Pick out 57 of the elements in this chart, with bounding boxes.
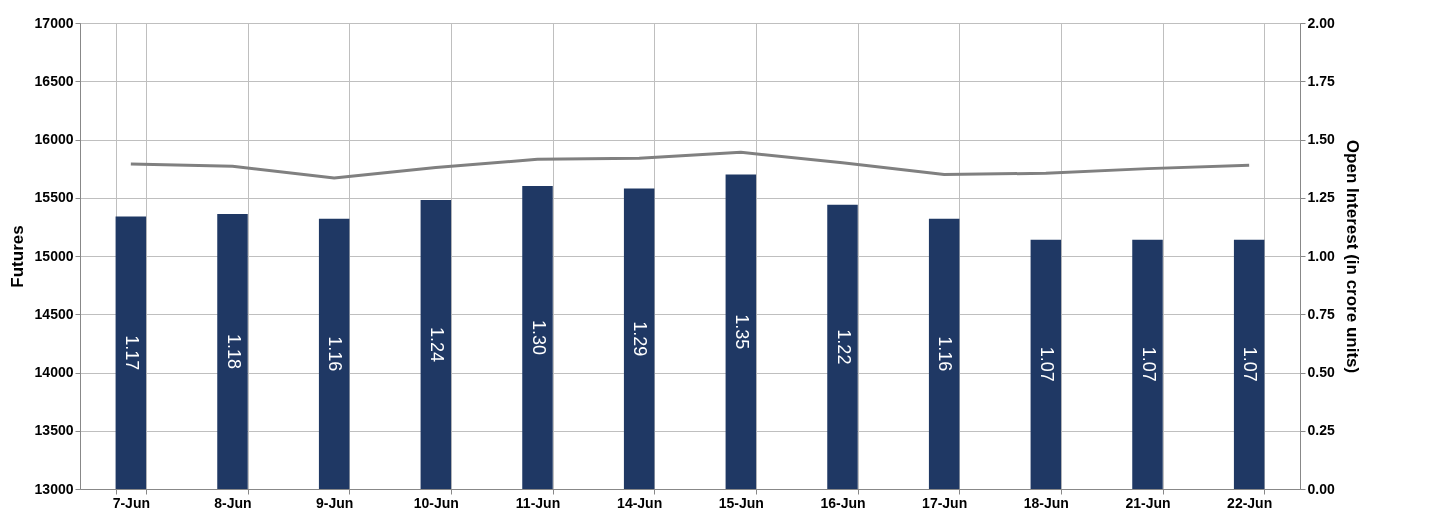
y2-tick-label: 1.25 <box>1307 189 1335 206</box>
y2-tick-label: 1.75 <box>1307 72 1335 89</box>
data-label: 1.22 <box>833 329 854 365</box>
y2-tick-label: 0.00 <box>1307 480 1335 497</box>
y-tick-label: 13500 <box>34 422 74 439</box>
bar <box>623 188 655 489</box>
x-tick-label: 18-Jun <box>1023 494 1069 511</box>
y-tick-label: 15500 <box>34 189 74 206</box>
bar <box>1030 239 1062 489</box>
y2-tick-label: 0.25 <box>1307 422 1335 439</box>
bar <box>928 218 960 489</box>
data-label: 1.24 <box>426 327 447 363</box>
line-series <box>129 150 1251 180</box>
data-label: 1.16 <box>935 336 956 372</box>
x-tick-label: 10-Jun <box>413 494 459 511</box>
x-tick-label: 11-Jun <box>515 494 561 511</box>
y2-tick-label: 1.50 <box>1307 131 1335 147</box>
x-tick-label: 16-Jun <box>820 494 866 511</box>
x-tick-label: 14-Jun <box>617 494 663 511</box>
bar <box>1132 239 1163 489</box>
data-label: 1.07 <box>1036 346 1057 382</box>
data-label: 1.30 <box>528 320 549 356</box>
bar <box>827 204 858 489</box>
x-tick-label: 7-Jun <box>112 494 151 511</box>
x-tick-label: 17-Jun <box>922 494 968 511</box>
data-label: 1.17 <box>121 335 142 371</box>
bar <box>522 186 553 489</box>
x-tick-label: 22-Jun <box>1227 494 1273 511</box>
x-tick-label: 15-Jun <box>718 494 764 511</box>
y-tick-label: 16000 <box>34 131 74 147</box>
y-axis-title: Futures <box>7 225 27 288</box>
y-tick-label: 14500 <box>34 305 74 322</box>
bar <box>725 174 757 489</box>
y-tick-label: 14000 <box>34 364 74 380</box>
x-tick-label: 8-Jun <box>214 494 252 511</box>
data-label: 1.07 <box>1138 346 1159 382</box>
data-label: 1.07 <box>1240 346 1261 382</box>
bar <box>115 216 147 489</box>
data-label: 1.18 <box>223 334 244 370</box>
bar <box>1233 239 1265 489</box>
y2-tick-label: 1.00 <box>1307 247 1335 264</box>
x-tick-label: 21-Jun <box>1125 494 1171 511</box>
y2-tick-label: 0.75 <box>1307 305 1335 322</box>
y-tick-label: 13000 <box>34 480 74 497</box>
x-tick-label: 9-Jun <box>315 494 354 511</box>
y-tick-label: 16500 <box>34 72 74 89</box>
data-label: 1.16 <box>325 336 346 372</box>
y2-tick-label: 2.00 <box>1307 14 1335 31</box>
bar <box>420 200 452 489</box>
y2-tick-label: 0.50 <box>1307 364 1335 380</box>
y-tick-label: 15000 <box>34 247 74 264</box>
bar <box>217 214 248 489</box>
bar <box>318 218 350 489</box>
y-tick-label: 17000 <box>34 14 74 31</box>
y2-axis-title: Open Interest (in crore units) <box>1342 139 1362 374</box>
data-label: 1.29 <box>630 321 651 357</box>
data-label: 1.35 <box>731 314 752 350</box>
